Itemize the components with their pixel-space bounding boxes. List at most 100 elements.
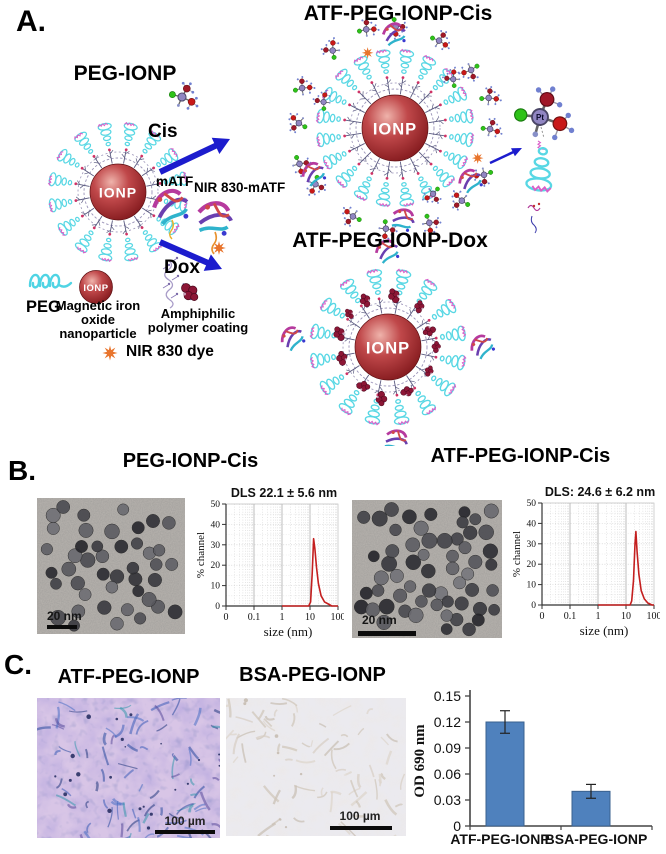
- dox-molecule-icon: [421, 323, 438, 339]
- nir-830-dye-legend-icon: [102, 345, 118, 361]
- dls-y-tick: 50: [211, 500, 221, 510]
- cisplatin-icon: [288, 72, 318, 101]
- atf-peg-ionp-cis-title: ATF-PEG-IONP-Cis: [303, 2, 493, 25]
- nir-830-matf-peptide-icon: [194, 199, 234, 238]
- legend-ionp-label: Magnetic iron oxide nanoparticle: [55, 298, 141, 342]
- dls-curve: [598, 530, 654, 606]
- panel-c-left-title: ATF-PEG-IONP: [57, 666, 200, 688]
- dls-title: DLS 22.1 ± 5.6 nm: [231, 486, 337, 500]
- dls-x-tick: 100: [647, 611, 661, 622]
- dls-y-tick: 20: [527, 560, 537, 570]
- pt-atom-label: Pt: [536, 113, 544, 122]
- microscopy-scale-bar: [155, 830, 215, 834]
- cisplatin-icon: [456, 56, 486, 87]
- atf-peptide-icon: [276, 322, 309, 354]
- dls-x-axis-label: size (nm): [580, 623, 629, 638]
- cisplatin-icon: [284, 110, 311, 137]
- atf-peptide-icon: [298, 158, 329, 189]
- ionp-core-label: IONP: [83, 283, 108, 294]
- atf-peptide-icon: [380, 425, 412, 446]
- dox-molecule-icon: [344, 308, 355, 320]
- dls-y-axis-label: % channel: [512, 531, 523, 577]
- dls-y-axis-label: % channel: [196, 532, 207, 578]
- dls-y-tick: 40: [527, 519, 537, 529]
- microscopy-scale-bar-label: 100 µm: [165, 814, 206, 828]
- bar-y-tick: 0.15: [434, 688, 461, 704]
- dls-x-tick: 0: [224, 612, 229, 623]
- bar-y-tick: 0.06: [434, 766, 461, 782]
- bar-ATF-PEG-IONP: [485, 721, 525, 827]
- tem-scale-bar: [47, 625, 77, 629]
- arrow-to-dox-particle: [158, 239, 222, 271]
- legend-polymer-label: Amphiphilic polymer coating: [147, 306, 249, 336]
- dls-y-tick: 30: [211, 541, 221, 551]
- arrow-to-cis-particle: [158, 137, 230, 175]
- dls-x-tick: 10: [621, 611, 631, 622]
- tem-scale-bar: [358, 631, 416, 636]
- cis-label: Cis: [148, 121, 178, 142]
- matf-label: mATF: [156, 174, 194, 189]
- dls-y-tick: 0: [215, 602, 220, 612]
- microscopy-scale-bar: [330, 826, 392, 830]
- bar-y-tick: 0: [453, 818, 461, 834]
- cisplatin-icon: [317, 35, 346, 64]
- dls-x-axis-label: size (nm): [264, 624, 313, 639]
- dls-x-tick: 1: [596, 611, 601, 622]
- cisplatin-icon: [479, 116, 504, 140]
- dls-title: DLS: 24.6 ± 6.2 nm: [545, 485, 655, 499]
- dox-label: Dox: [164, 257, 200, 278]
- cisplatin-peg-binding-detail: Pt: [509, 81, 577, 151]
- microscopy-atf-peg-ionp: 100 µm: [37, 698, 220, 838]
- tem-image-atf-peg-ionp-cis: 20 nm: [352, 500, 502, 638]
- peg-ionp-schematic: IONP: [47, 121, 189, 263]
- dls-chart-atf-peg-ionp-cis: 0 10 20 30 40 50 0 0.1 1 10 100 % channel size (nm) D…: [512, 485, 661, 638]
- dls-y-tick: 30: [527, 540, 537, 550]
- atf-peg-ionp-cis-schematic: IONP: [284, 13, 504, 244]
- atf-peptide-icon: [454, 165, 486, 196]
- dls-x-tick: 0.1: [564, 611, 577, 622]
- panel-c-label: C.: [4, 649, 32, 680]
- panel-b-left-title: PEG-IONP-Cis: [122, 450, 259, 472]
- dls-x-tick: 10: [305, 612, 315, 623]
- ionp-core-label: IONP: [99, 185, 137, 201]
- ionp-core-label: IONP: [373, 121, 417, 139]
- dls-x-tick: 100: [331, 612, 345, 623]
- dls-y-tick: 50: [527, 499, 537, 509]
- bar-y-tick: 0.12: [434, 714, 461, 730]
- cisplatin-icon: [446, 187, 474, 215]
- bar-x-label-atf: ATF-PEG-IONP: [450, 831, 549, 847]
- atf-peg-ionp-dox-title: ATF-PEG-IONP-Dox: [292, 229, 488, 252]
- dox-molecule-icon: [180, 282, 199, 302]
- cisplatin-icon: [476, 83, 504, 110]
- tem-scale-bar-label: 20 nm: [362, 613, 397, 627]
- dls-y-tick: 0: [531, 601, 536, 611]
- dls-curve: [282, 537, 338, 607]
- panel-b-right-title: ATF-PEG-IONP-Cis: [430, 445, 611, 467]
- cisplatin-icon: [428, 28, 453, 52]
- panel-a-label: A.: [16, 5, 46, 38]
- microscopy-scale-bar-label: 100 µm: [340, 809, 381, 823]
- dls-y-tick: 40: [211, 520, 221, 530]
- peg-ionp-title: PEG-IONP: [73, 62, 177, 85]
- dls-y-tick: 20: [211, 561, 221, 571]
- cisplatin-icon: [168, 81, 200, 111]
- atf-peptide-icon: [466, 330, 498, 363]
- cisplatin-icon: [338, 204, 365, 230]
- dox-molecule-icon: [428, 339, 444, 355]
- atf-peg-ionp-dox-schematic: IONP: [276, 237, 498, 446]
- dls-chart-peg-ionp-cis: 0 10 20 30 40 50 0 0.1 1 10 100 % channel size (nm) D…: [196, 486, 345, 639]
- microscopy-bsa-peg-ionp: 100 µm: [226, 698, 406, 836]
- panel-b-label: B.: [8, 455, 36, 486]
- bar-x-label-bsa: BSA-PEG-IONP: [545, 831, 648, 847]
- tem-image-peg-ionp-cis: 20 nm: [37, 498, 185, 634]
- dls-x-tick: 0: [540, 611, 545, 622]
- bar-y-tick: 0.03: [434, 792, 461, 808]
- arrow-to-pt-detail: [489, 148, 522, 165]
- bar-y-axis-label: OD 690 nm: [412, 724, 428, 798]
- bar-y-tick: 0.09: [434, 740, 461, 756]
- ionp-core-label: IONP: [366, 340, 410, 358]
- nir-830-dye-icon: [361, 47, 374, 59]
- dls-x-tick: 1: [280, 612, 285, 623]
- ionp-legend-icon: [79, 270, 113, 304]
